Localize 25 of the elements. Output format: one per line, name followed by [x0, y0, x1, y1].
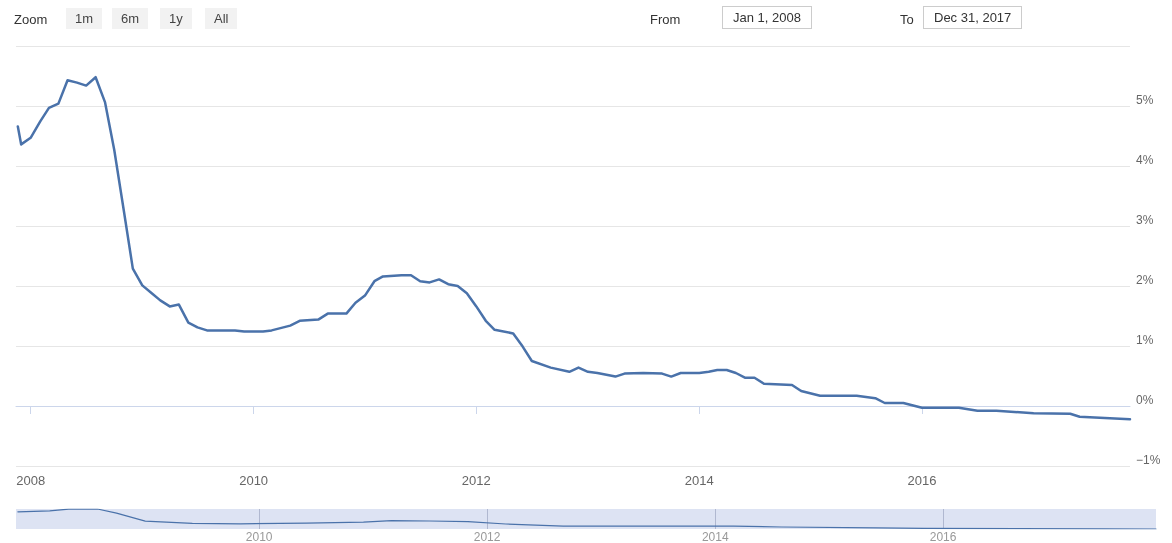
x-tick-label: 2012 [473, 530, 501, 543]
y-tick-label: 5% [1136, 93, 1154, 107]
x-tick-label: 2010 [239, 473, 269, 488]
x-tick-label: 2014 [684, 473, 714, 488]
date-field: Jan 1, 2008 [722, 6, 812, 29]
text: To [900, 12, 914, 27]
zoom-button: All [205, 8, 238, 29]
y-tick-label: 1% [1136, 333, 1154, 347]
x-tick-label: 2016 [929, 530, 957, 543]
y-tick-label: 3% [1136, 213, 1154, 227]
y-tick-label: 4% [1136, 153, 1154, 167]
x-tick-label: 2014 [701, 530, 729, 543]
zoom-button: 1m [66, 8, 103, 29]
y-tick-label: 2% [1136, 273, 1154, 287]
x-tick-label: 2008 [16, 473, 46, 488]
text: From [650, 12, 681, 27]
y-tick-label: −1% [1136, 453, 1161, 467]
x-tick-label: 2016 [907, 473, 937, 488]
date-field: Dec 31, 2017 [923, 6, 1023, 29]
x-tick-label: 2012 [461, 473, 491, 488]
zoom-button: 6m [112, 8, 149, 29]
x-tick-label: 2010 [245, 530, 273, 543]
text: Zoom [14, 12, 48, 27]
zoom-button: 1y [160, 8, 192, 29]
y-tick-label: 0% [1136, 393, 1154, 407]
